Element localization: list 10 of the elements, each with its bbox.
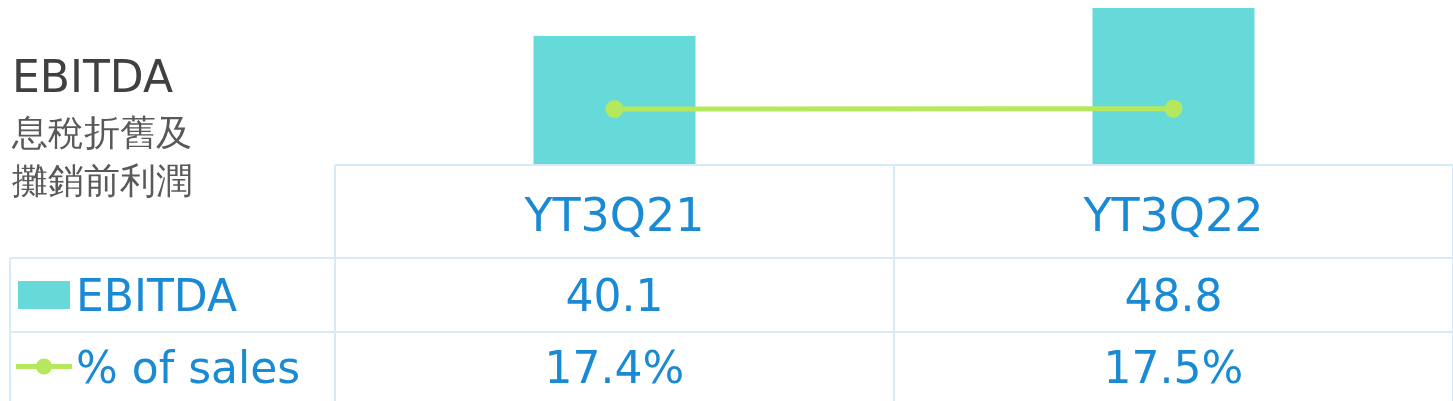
data-label: 40.1 [565,270,664,321]
text: 息稅折舊及攤銷前利潤 [11,112,192,201]
x-tick-label: YT3Q22 [1082,188,1264,242]
legend-label: EBITDA [76,270,238,321]
text: EBITDA [12,51,174,102]
x-tick-label: YT3Q21 [523,188,705,242]
legend-label: % of sales [76,341,301,393]
data-label: 48.8 [1124,270,1223,321]
data-label: 17.4% [544,341,685,393]
data-label: 17.5% [1103,341,1244,393]
